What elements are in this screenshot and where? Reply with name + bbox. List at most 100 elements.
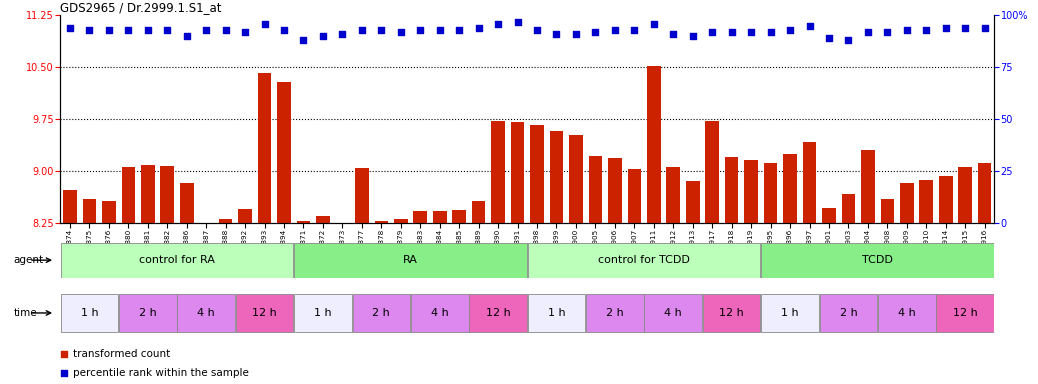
Bar: [219, 219, 233, 223]
Bar: [411, 293, 468, 333]
Bar: [842, 194, 855, 223]
Bar: [472, 201, 486, 223]
Bar: [900, 183, 913, 223]
Bar: [180, 183, 193, 223]
Point: [899, 27, 916, 33]
Bar: [294, 293, 352, 333]
Point: [81, 27, 98, 33]
Bar: [530, 124, 544, 223]
Point: [510, 18, 526, 25]
Point: [432, 27, 448, 33]
Text: 2 h: 2 h: [606, 308, 624, 318]
Bar: [469, 293, 527, 333]
Bar: [862, 150, 875, 223]
Point: [256, 21, 273, 27]
Bar: [706, 121, 719, 223]
Bar: [645, 293, 702, 333]
Point: [879, 29, 896, 35]
Text: 1 h: 1 h: [81, 308, 99, 318]
Bar: [586, 293, 644, 333]
Bar: [161, 166, 174, 223]
Bar: [569, 135, 582, 223]
Point: [139, 27, 156, 33]
Text: percentile rank within the sample: percentile rank within the sample: [73, 368, 249, 378]
Text: 1 h: 1 h: [315, 308, 332, 318]
Text: 1 h: 1 h: [548, 308, 566, 318]
Point: [276, 27, 293, 33]
Point: [179, 33, 195, 39]
Point: [101, 27, 117, 33]
Point: [937, 25, 954, 31]
Point: [61, 25, 78, 31]
Bar: [60, 293, 118, 333]
Text: time: time: [13, 308, 37, 318]
Bar: [433, 211, 446, 223]
Point: [665, 31, 682, 37]
Bar: [589, 156, 602, 223]
Point: [859, 29, 876, 35]
Bar: [317, 216, 330, 223]
Bar: [277, 83, 291, 223]
Bar: [666, 167, 680, 223]
Bar: [119, 293, 176, 333]
Text: 12 h: 12 h: [486, 308, 511, 318]
Point: [957, 25, 974, 31]
Point: [646, 21, 662, 27]
Point: [568, 31, 584, 37]
Point: [704, 29, 720, 35]
Bar: [647, 66, 660, 223]
Text: control for TCDD: control for TCDD: [598, 255, 690, 265]
Text: 2 h: 2 h: [139, 308, 157, 318]
Point: [821, 35, 838, 41]
Point: [490, 21, 507, 27]
Point: [334, 31, 351, 37]
Point: [354, 27, 371, 33]
Point: [295, 37, 311, 43]
Point: [626, 27, 643, 33]
Bar: [686, 181, 700, 223]
Bar: [939, 176, 953, 223]
Bar: [297, 221, 310, 223]
Bar: [239, 209, 252, 223]
Point: [782, 27, 798, 33]
Point: [588, 29, 604, 35]
Point: [743, 29, 760, 35]
Bar: [177, 293, 235, 333]
Point: [801, 23, 818, 29]
Bar: [744, 160, 758, 223]
Bar: [761, 243, 994, 278]
Point: [470, 25, 487, 31]
Point: [159, 27, 175, 33]
Bar: [527, 293, 585, 333]
Bar: [236, 293, 294, 333]
Bar: [878, 293, 935, 333]
Bar: [511, 122, 524, 223]
Bar: [83, 199, 97, 223]
Bar: [761, 293, 819, 333]
Text: GDS2965 / Dr.2999.1.S1_at: GDS2965 / Dr.2999.1.S1_at: [60, 1, 222, 14]
Text: TCDD: TCDD: [863, 255, 893, 265]
Point: [373, 27, 389, 33]
Bar: [453, 210, 466, 223]
Bar: [102, 200, 115, 223]
Bar: [978, 162, 991, 223]
Bar: [958, 167, 972, 223]
Bar: [394, 219, 408, 223]
Point: [762, 29, 778, 35]
Text: agent: agent: [13, 255, 44, 265]
Bar: [784, 154, 797, 223]
Bar: [294, 243, 527, 278]
Point: [120, 27, 137, 33]
Bar: [703, 293, 761, 333]
Bar: [141, 166, 155, 223]
Text: 4 h: 4 h: [898, 308, 916, 318]
Bar: [880, 199, 894, 223]
Bar: [121, 167, 135, 223]
Text: 12 h: 12 h: [252, 308, 277, 318]
Bar: [920, 180, 933, 223]
Bar: [628, 169, 641, 223]
Bar: [491, 121, 504, 223]
Point: [217, 27, 234, 33]
Point: [450, 27, 467, 33]
Point: [684, 33, 701, 39]
